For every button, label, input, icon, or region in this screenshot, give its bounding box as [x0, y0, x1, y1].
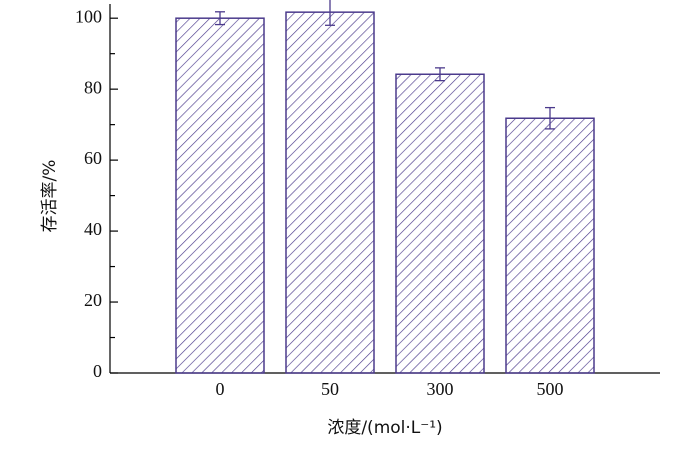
error-bar [325, 0, 335, 26]
bar [505, 117, 595, 374]
x-axis-label: 浓度/(mol·L⁻¹) [327, 418, 442, 438]
y-tick-label: 80 [84, 77, 102, 97]
x-tick-label: 500 [537, 379, 564, 399]
error-bar [215, 11, 225, 26]
y-tick-label: 100 [75, 6, 102, 26]
y-tick-label: 20 [84, 290, 102, 310]
bar [175, 17, 265, 374]
bar [395, 73, 485, 374]
x-tick-label: 50 [321, 379, 339, 399]
error-bar [435, 67, 445, 82]
x-tick-label: 0 [216, 379, 225, 399]
x-tick-label: 300 [427, 379, 454, 399]
y-tick-label: 0 [93, 361, 102, 381]
y-tick-label: 60 [84, 148, 102, 168]
error-bar [545, 106, 555, 130]
bar [285, 11, 375, 374]
y-axis-label: 存活率/% [40, 160, 60, 233]
y-tick-label: 40 [84, 219, 102, 239]
